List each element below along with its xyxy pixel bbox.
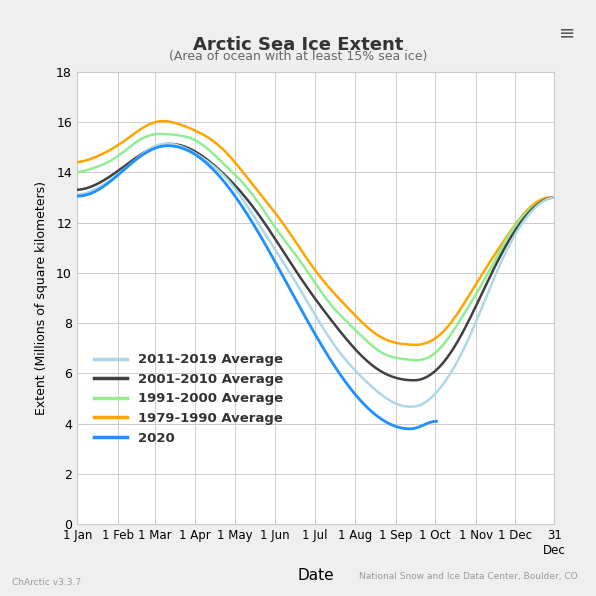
Text: ChArctic v3.3.7: ChArctic v3.3.7 — [12, 578, 81, 587]
Y-axis label: Extent (Millions of square kilometers): Extent (Millions of square kilometers) — [35, 181, 48, 415]
Text: Arctic Sea Ice Extent: Arctic Sea Ice Extent — [193, 36, 403, 54]
Legend: 2011-2019 Average, 2001-2010 Average, 1991-2000 Average, 1979-1990 Average, 2020: 2011-2019 Average, 2001-2010 Average, 19… — [89, 348, 288, 450]
X-axis label: Date: Date — [297, 569, 334, 583]
Text: ≡: ≡ — [559, 24, 575, 43]
Text: National Snow and Ice Data Center, Boulder, CO: National Snow and Ice Data Center, Bould… — [359, 572, 578, 581]
Text: (Area of ocean with at least 15% sea ice): (Area of ocean with at least 15% sea ice… — [169, 50, 427, 63]
